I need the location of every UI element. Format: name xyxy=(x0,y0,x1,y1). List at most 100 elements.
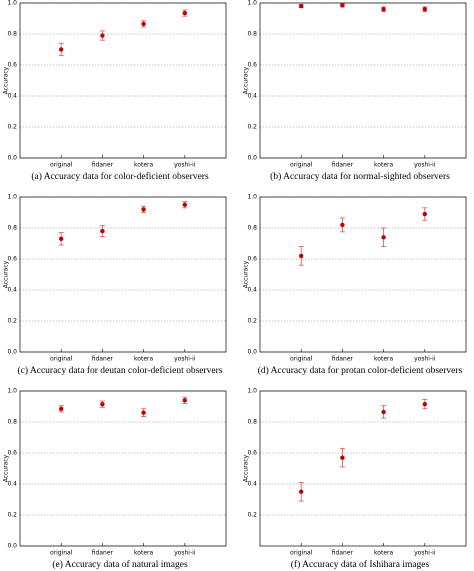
x-tick-label: fidaner xyxy=(92,162,114,169)
x-tick-label: kotera xyxy=(374,550,393,557)
x-tick-label: fidaner xyxy=(92,550,114,557)
point xyxy=(381,7,386,12)
x-tick-label: yoshi-ii xyxy=(414,162,436,169)
y-tick-label: 1.0 xyxy=(7,194,17,201)
point xyxy=(422,401,427,407)
point xyxy=(381,235,386,240)
y-tick-label: 0.6 xyxy=(247,62,257,69)
point xyxy=(141,21,146,27)
y-tick-label: 0.2 xyxy=(7,318,17,325)
point xyxy=(59,236,64,242)
plot-frame xyxy=(19,196,227,353)
y-tick-label: 0.6 xyxy=(7,450,17,457)
x-tick-label: kotera xyxy=(134,550,153,557)
point xyxy=(100,401,105,407)
point xyxy=(340,222,345,228)
y-tick-label: 0.4 xyxy=(7,481,17,488)
x-tick-label: fidaner xyxy=(92,356,114,363)
x-tick-label: yoshi-ii xyxy=(414,550,436,557)
y-axis-label: Accuracy xyxy=(243,260,250,288)
y-tick-label: 0.8 xyxy=(7,225,17,232)
y-tick-label: 1.0 xyxy=(7,0,17,7)
x-tick-label: original xyxy=(50,550,73,557)
y-tick-label: 0.2 xyxy=(7,512,17,519)
point xyxy=(182,398,187,403)
y-tick-label: 0.0 xyxy=(7,543,17,550)
point xyxy=(59,406,64,412)
x-tick-label: original xyxy=(290,162,313,169)
y-tick-label: 0.4 xyxy=(247,481,257,488)
y-tick-label: 0.4 xyxy=(7,93,17,100)
point xyxy=(422,7,427,12)
x-tick-label: fidaner xyxy=(332,162,354,169)
point xyxy=(340,3,345,8)
y-tick-label: 0.8 xyxy=(247,225,257,232)
point xyxy=(100,33,105,38)
y-tick-label: 0.6 xyxy=(247,256,257,263)
y-tick-label: 1.0 xyxy=(247,0,257,7)
x-tick-label: original xyxy=(50,162,73,169)
point xyxy=(299,3,304,9)
y-tick-label: 0.2 xyxy=(247,318,257,325)
y-tick-label: 0.2 xyxy=(7,124,17,131)
y-tick-label: 0.0 xyxy=(7,349,17,356)
point xyxy=(381,409,386,415)
y-tick-label: 0.8 xyxy=(7,419,17,426)
caption: (d) Accuracy data for protan color-defic… xyxy=(258,365,463,376)
point xyxy=(299,489,304,494)
plot-frame xyxy=(259,196,467,353)
y-tick-label: 0.0 xyxy=(247,349,257,356)
x-tick-label: original xyxy=(50,356,73,363)
x-tick-label: yoshi-ii xyxy=(174,550,196,557)
y-tick-label: 1.0 xyxy=(7,388,17,395)
point xyxy=(182,10,187,16)
y-axis-label: Accuracy xyxy=(243,454,250,482)
point xyxy=(59,47,64,52)
y-tick-label: 1.0 xyxy=(247,388,257,395)
x-tick-label: fidaner xyxy=(332,550,354,557)
plot-frame xyxy=(19,2,227,159)
y-tick-label: 1.0 xyxy=(247,194,257,201)
point xyxy=(141,410,146,415)
x-tick-label: yoshi-ii xyxy=(174,162,196,169)
y-tick-label: 0.6 xyxy=(247,450,257,457)
point xyxy=(100,228,105,234)
caption: (c) Accuracy data for deutan color-defic… xyxy=(17,365,222,376)
y-tick-label: 0.2 xyxy=(247,512,257,519)
y-tick-label: 0.8 xyxy=(247,419,257,426)
caption: (b) Accuracy data for normal-sighted obs… xyxy=(270,171,450,182)
caption: (f) Accuracy data of Ishihara images xyxy=(291,559,430,570)
point xyxy=(141,207,146,212)
y-axis-label: Accuracy xyxy=(243,66,250,94)
plot-frame xyxy=(259,390,467,547)
x-tick-label: kotera xyxy=(374,356,393,363)
y-axis-label: Accuracy xyxy=(3,66,10,94)
plot-frame xyxy=(259,2,467,159)
x-tick-label: fidaner xyxy=(332,356,354,363)
y-axis-label: Accuracy xyxy=(3,454,10,482)
x-tick-label: kotera xyxy=(134,162,153,169)
y-tick-label: 0.6 xyxy=(7,62,17,69)
x-tick-label: original xyxy=(290,356,313,363)
y-tick-label: 0.0 xyxy=(7,155,17,162)
y-tick-label: 0.4 xyxy=(7,287,17,294)
point xyxy=(299,253,304,259)
y-tick-label: 0.6 xyxy=(7,256,17,263)
y-tick-label: 0.8 xyxy=(247,31,257,38)
y-tick-label: 0.8 xyxy=(7,31,17,38)
y-tick-label: 0.2 xyxy=(247,124,257,131)
caption: (a) Accuracy data for color-deficient ob… xyxy=(31,171,209,182)
x-tick-label: kotera xyxy=(134,356,153,363)
plot-frame xyxy=(19,390,227,547)
point xyxy=(340,455,345,460)
y-tick-label: 0.0 xyxy=(247,155,257,162)
x-tick-label: original xyxy=(290,550,313,557)
y-tick-label: 0.4 xyxy=(247,93,257,100)
x-tick-label: yoshi-ii xyxy=(174,356,196,363)
point xyxy=(422,211,427,217)
y-tick-label: 0.4 xyxy=(247,287,257,294)
y-axis-label: Accuracy xyxy=(3,260,10,288)
x-tick-label: kotera xyxy=(374,162,393,169)
